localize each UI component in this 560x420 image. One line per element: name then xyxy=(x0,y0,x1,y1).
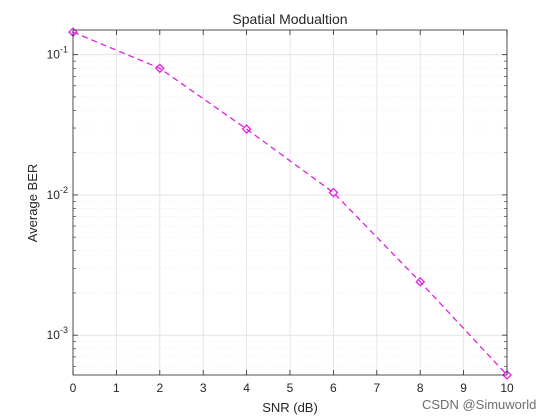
y-tick-label: 10-3 xyxy=(47,325,68,342)
x-tick-label: 9 xyxy=(460,381,467,395)
x-tick-labels: 0 1 2 3 4 5 6 7 8 9 10 xyxy=(70,381,514,395)
data-point-marker xyxy=(502,370,512,380)
plot-area: 0 1 2 3 4 5 6 7 8 9 10 10-3 10-2 10-1 xyxy=(47,27,514,395)
y-tick-label: 10-1 xyxy=(47,45,68,62)
x-tick-label: 1 xyxy=(113,381,120,395)
x-axis-label: SNR (dB) xyxy=(262,400,318,415)
data-point-marker xyxy=(328,187,339,198)
x-tick-label: 8 xyxy=(417,381,424,395)
x-tick-label: 4 xyxy=(243,381,250,395)
x-tick-label: 3 xyxy=(200,381,207,395)
x-tick-label: 0 xyxy=(70,381,77,395)
y-axis-label: Average BER xyxy=(25,164,40,243)
x-tick-label: 2 xyxy=(156,381,163,395)
chart-title: Spatial Modualtion xyxy=(232,11,347,27)
series-line xyxy=(72,31,508,376)
watermark: CSDN @Simuworld xyxy=(422,397,537,412)
data-point-marker xyxy=(154,63,165,74)
series-layer xyxy=(68,27,512,380)
data-point-marker xyxy=(415,276,426,287)
x-tick-label: 6 xyxy=(330,381,337,395)
y-tick-labels: 10-3 10-2 10-1 xyxy=(47,45,68,342)
x-tick-label: 7 xyxy=(373,381,380,395)
data-point-marker xyxy=(241,124,252,134)
tick-marks xyxy=(72,30,508,375)
x-tick-label: 10 xyxy=(500,381,514,395)
x-tick-label: 5 xyxy=(287,381,294,395)
y-tick-label: 10-2 xyxy=(47,185,68,202)
